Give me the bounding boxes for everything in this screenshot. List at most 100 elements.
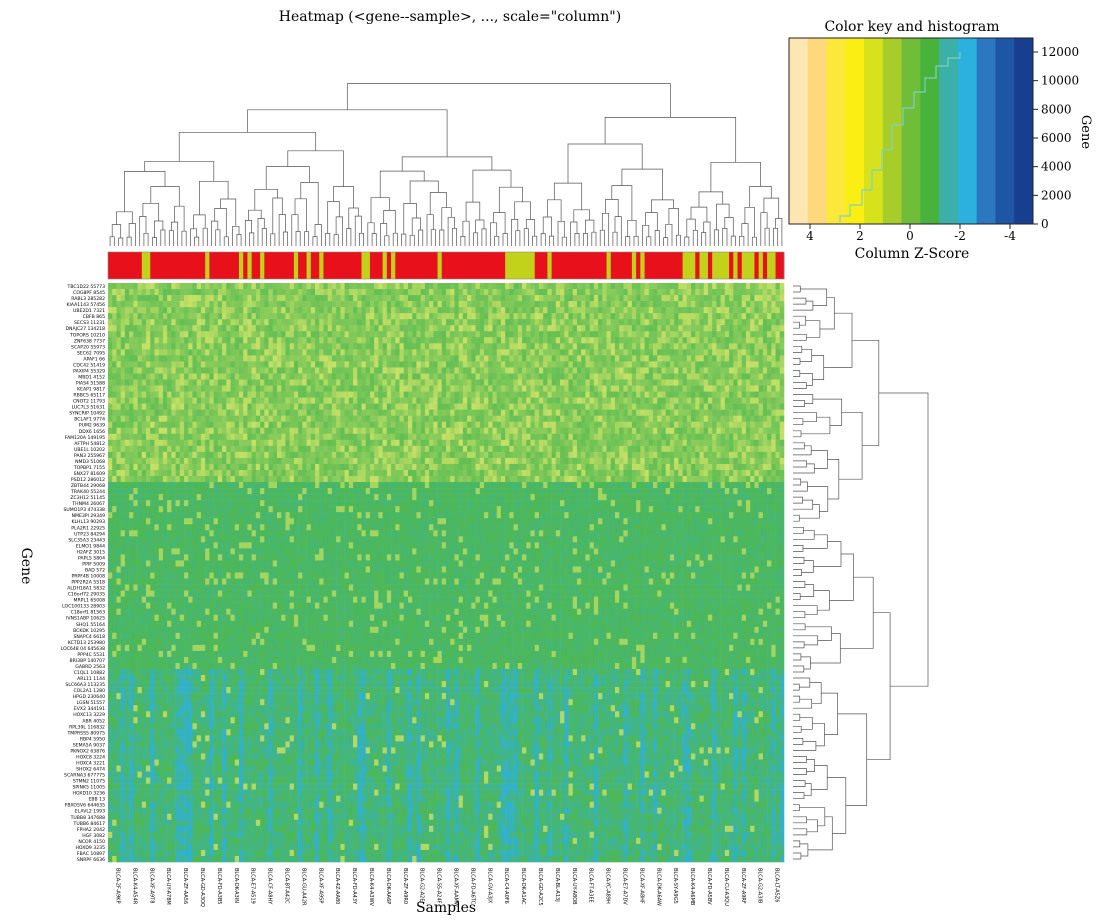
heatmap-cell [416, 433, 421, 441]
heatmap-cell [192, 439, 198, 447]
heatmap-cell [581, 319, 586, 326]
heatmap-cell [750, 445, 755, 453]
heatmap-cell [369, 283, 375, 290]
heatmap-cell [762, 421, 768, 429]
heatmap-cell [171, 289, 176, 296]
heatmap-cell [361, 307, 367, 314]
heatmap-cell [657, 451, 662, 459]
heatmap-cell [154, 433, 159, 441]
heatmap-cell [513, 319, 519, 326]
heatmap-cell [277, 319, 282, 326]
sample-annotation-cell [585, 252, 591, 279]
heatmap-cell [623, 421, 628, 429]
heatmap-cell [572, 427, 578, 435]
heatmap-cell [386, 391, 392, 398]
heatmap-cell [407, 445, 413, 453]
heatmap-cell [593, 391, 599, 398]
heatmap-cell [530, 427, 536, 435]
heatmap-cell [399, 415, 405, 423]
heatmap-cell [108, 367, 113, 374]
heatmap-cell [741, 409, 747, 416]
heatmap-cell [357, 451, 362, 459]
heatmap-cell [509, 439, 514, 447]
heatmap-cell [509, 295, 514, 302]
heatmap-cell [348, 451, 354, 459]
heatmap-cell [116, 349, 121, 356]
heatmap-cell [146, 289, 151, 296]
heatmap-cell [327, 379, 333, 386]
heatmap-cell [653, 343, 658, 350]
heatmap-cell [475, 409, 481, 416]
heatmap-cell [619, 307, 624, 314]
heatmap-cell [500, 391, 506, 398]
heatmap-cell [196, 349, 202, 356]
heatmap-cell [361, 415, 367, 423]
heatmap-cell [272, 439, 278, 447]
heatmap-cell [446, 379, 451, 386]
heatmap-cell [771, 289, 776, 296]
heatmap-cell [200, 451, 206, 459]
heatmap-cell [146, 367, 151, 374]
column-dendrogram-branch [690, 206, 708, 222]
heatmap-cell [589, 439, 595, 447]
heatmap-cell [407, 349, 413, 356]
sample-annotation-cell [146, 252, 151, 279]
column-dendrogram-branch [335, 216, 343, 246]
sample-annotation-cell [264, 252, 269, 279]
heatmap-cell [386, 349, 392, 356]
heatmap-cell [374, 319, 379, 326]
heatmap-cell [513, 421, 519, 429]
heatmap-cell [547, 325, 552, 332]
heatmap-cell [344, 319, 350, 326]
heatmap-cell [517, 283, 523, 290]
heatmap-cell [264, 367, 269, 374]
heatmap-cell [154, 427, 159, 435]
heatmap-cell [712, 349, 717, 356]
heatmap-cell [678, 319, 683, 326]
heatmap-cell [348, 391, 354, 398]
heatmap-cell [336, 283, 341, 290]
heatmap-cell [188, 331, 193, 338]
heatmap-cell [572, 301, 578, 308]
heatmap-cell [458, 331, 464, 338]
sample-annotation-cell [543, 252, 548, 279]
heatmap-cell [517, 337, 523, 344]
heatmap-cell [365, 385, 371, 392]
heatmap-cell [560, 391, 565, 398]
heatmap-cell [230, 451, 236, 459]
heatmap-cell [458, 295, 464, 302]
heatmap-cell [369, 451, 375, 459]
heatmap-cell [471, 295, 476, 302]
heatmap-cell [606, 403, 612, 410]
heatmap-cell [640, 403, 645, 410]
heatmap-cell [116, 295, 121, 302]
heatmap-cell [323, 415, 328, 423]
heatmap-cell [695, 343, 700, 350]
heatmap-cell [674, 415, 679, 423]
heatmap-cell [479, 409, 485, 416]
heatmap-cell [534, 427, 540, 435]
heatmap-cell [353, 415, 358, 423]
heatmap-cell [509, 361, 514, 368]
sample-annotation-cell [205, 252, 210, 279]
heatmap-cell [386, 373, 392, 380]
heatmap-cell [386, 307, 392, 314]
heatmap-cell [369, 355, 375, 362]
heatmap-cell [737, 355, 743, 362]
heatmap-cell [707, 337, 713, 344]
heatmap-cell [348, 439, 354, 447]
heatmap-cell [648, 283, 654, 290]
heatmap-cell [703, 415, 709, 423]
heatmap-cell [306, 283, 312, 290]
heatmap-cell [585, 307, 590, 314]
heatmap-cell [336, 373, 341, 380]
sample-annotation-cell [606, 252, 612, 279]
heatmap-cell [179, 295, 185, 302]
heatmap-cell [268, 343, 274, 350]
heatmap-cell [762, 385, 768, 392]
heatmap-cell [310, 325, 316, 332]
heatmap-cell [277, 421, 282, 429]
heatmap-cell [712, 337, 717, 344]
heatmap-cell [167, 403, 172, 410]
heatmap-cell [695, 421, 700, 429]
